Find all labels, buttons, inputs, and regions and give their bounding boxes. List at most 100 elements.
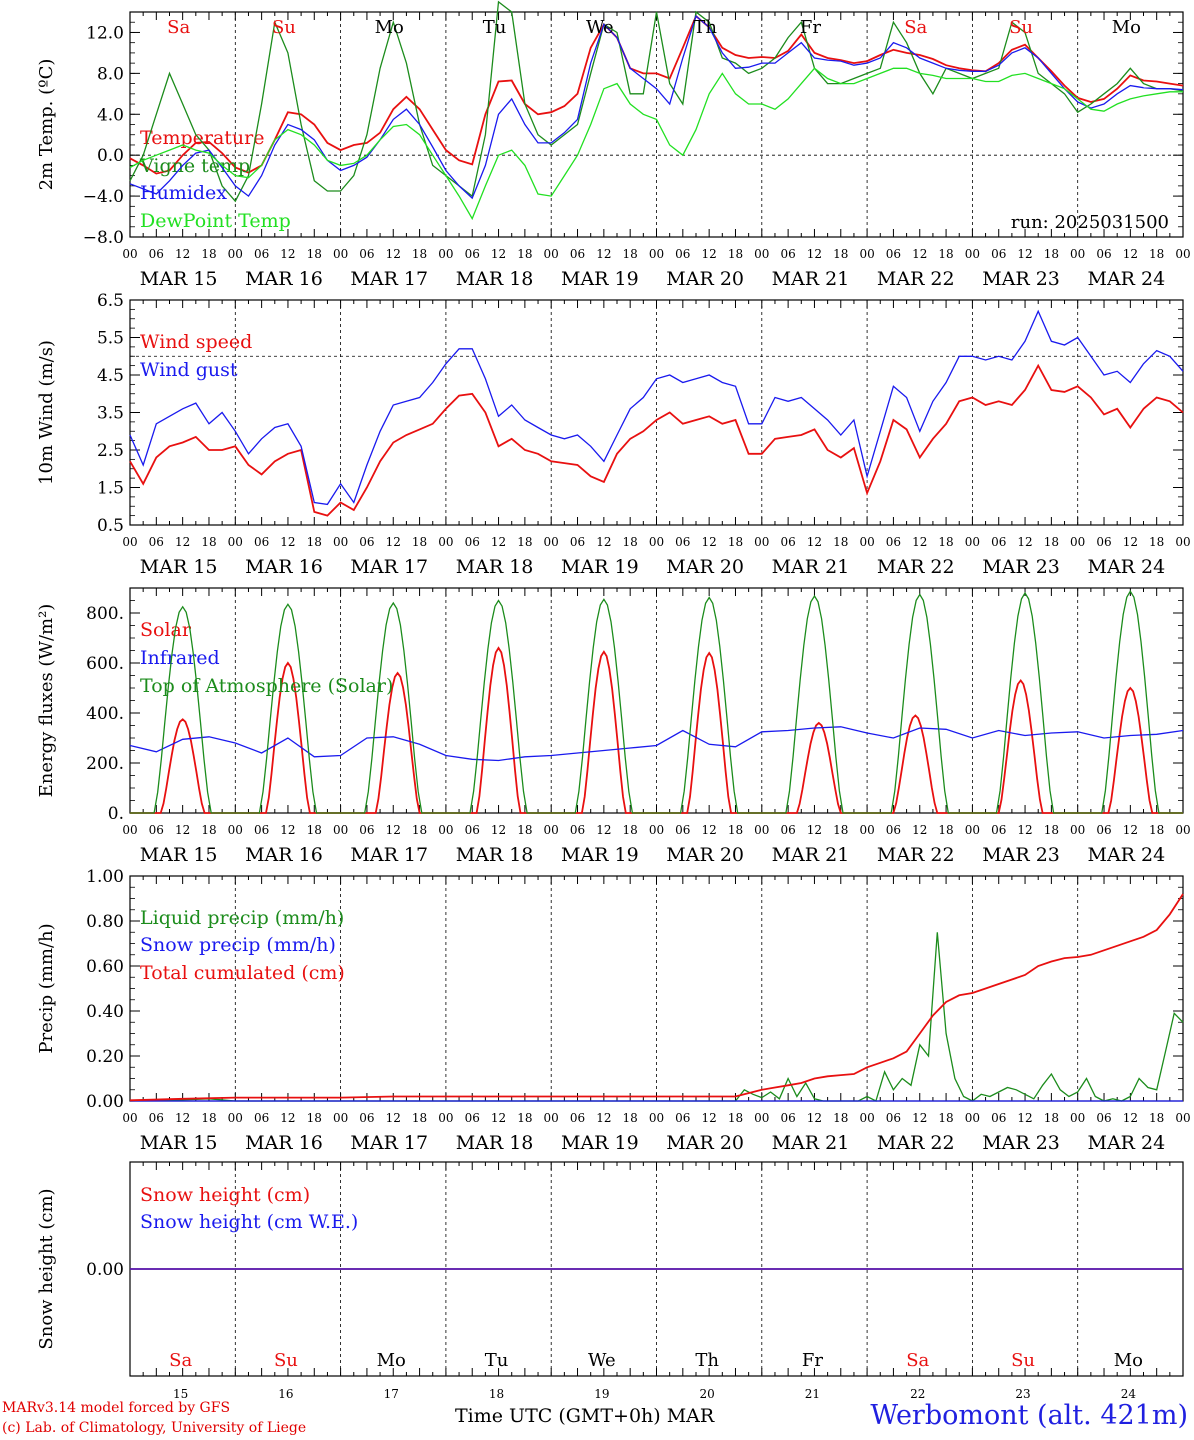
date-label: MAR 22 <box>877 1132 955 1154</box>
day-number: 24 <box>1121 1387 1137 1401</box>
y-tick-label: 200. <box>86 754 124 774</box>
hour-label: 00 <box>122 535 137 549</box>
hour-label: 12 <box>1017 535 1032 549</box>
date-label: MAR 16 <box>245 268 323 290</box>
y-tick-label: 0.80 <box>86 912 124 932</box>
hour-label: 18 <box>307 823 322 837</box>
hour-label: 06 <box>675 823 690 837</box>
hour-label: 12 <box>702 1111 717 1125</box>
hour-label: 00 <box>1070 823 1085 837</box>
date-label: MAR 23 <box>982 844 1060 866</box>
hour-label: 00 <box>1175 823 1190 837</box>
hour-label: 12 <box>175 823 190 837</box>
day-name: Su <box>1011 1350 1035 1371</box>
hour-label: 12 <box>386 535 401 549</box>
date-label: MAR 18 <box>456 1132 534 1154</box>
hour-label: 12 <box>280 535 295 549</box>
hour-label: 00 <box>228 1111 243 1125</box>
hour-label: 18 <box>623 247 638 261</box>
y-tick-label: 12.0 <box>86 23 124 43</box>
hour-label: 06 <box>149 247 164 261</box>
hour-label: 12 <box>807 1111 822 1125</box>
hour-label: 00 <box>754 247 769 261</box>
hour-label: 00 <box>333 247 348 261</box>
y-tick-label: 4.0 <box>97 105 124 125</box>
hour-label: 00 <box>438 1111 453 1125</box>
series-temperature <box>129 14 1184 175</box>
hour-label: 06 <box>780 823 795 837</box>
hour-label: 06 <box>465 823 480 837</box>
hour-label: 06 <box>780 535 795 549</box>
hour-label: 06 <box>991 1111 1006 1125</box>
hour-label: 06 <box>886 247 901 261</box>
hour-label: 12 <box>491 247 506 261</box>
y-axis-label: 10m Wind (m/s) <box>36 340 57 485</box>
day-name: Mo <box>377 1350 406 1371</box>
day-name: We <box>586 17 614 38</box>
hour-label: 18 <box>412 1111 427 1125</box>
hour-label: 00 <box>228 535 243 549</box>
y-tick-label: 1.00 <box>86 867 124 887</box>
series-vigne-temp <box>129 0 1184 203</box>
hour-label: 06 <box>1096 1111 1111 1125</box>
date-label: MAR 19 <box>561 268 639 290</box>
date-label: MAR 16 <box>245 1132 323 1154</box>
hour-label: 06 <box>675 1111 690 1125</box>
y-axis-label: Precip (mm/h) <box>36 923 57 1053</box>
hour-label: 00 <box>228 247 243 261</box>
date-label: MAR 23 <box>982 1132 1060 1154</box>
y-tick-label: 0.60 <box>86 957 124 977</box>
day-name: Sa <box>169 1350 192 1371</box>
legend-entry: Snow height (cm) <box>140 1184 310 1206</box>
lab-credit: (c) Lab. of Climatology, University of L… <box>2 1420 307 1436</box>
hour-label: 18 <box>1044 247 1059 261</box>
hour-label: 06 <box>1096 247 1111 261</box>
hour-label: 12 <box>386 1111 401 1125</box>
day-number: 19 <box>594 1387 609 1401</box>
y-tick-label: 400. <box>86 704 124 724</box>
day-number: 17 <box>384 1387 399 1401</box>
hour-label: 00 <box>1070 1111 1085 1125</box>
hour-label: 12 <box>1123 535 1138 549</box>
hour-label: 06 <box>1096 823 1111 837</box>
date-label: MAR 15 <box>140 268 218 290</box>
day-number: 22 <box>910 1387 925 1401</box>
hour-label: 00 <box>859 247 874 261</box>
date-label: MAR 22 <box>877 844 955 866</box>
hour-label: 12 <box>596 247 611 261</box>
day-name: Mo <box>1114 1350 1143 1371</box>
hour-label: 12 <box>491 823 506 837</box>
hour-label: 18 <box>201 823 216 837</box>
hour-label: 18 <box>938 247 953 261</box>
hour-label: 06 <box>1096 535 1111 549</box>
hour-label: 00 <box>754 823 769 837</box>
hour-label: 06 <box>570 247 585 261</box>
hour-label: 18 <box>412 823 427 837</box>
hour-label: 00 <box>754 535 769 549</box>
date-label: MAR 15 <box>140 556 218 578</box>
hour-label: 00 <box>544 247 559 261</box>
date-label: MAR 22 <box>877 268 955 290</box>
plot-frame <box>129 299 1184 526</box>
hour-label: 18 <box>201 247 216 261</box>
hour-label: 06 <box>254 535 269 549</box>
y-axis-label: Snow height (cm) <box>36 1188 57 1349</box>
day-name: Tu <box>485 1350 509 1371</box>
series-liquid-precip-mm-h <box>129 932 1184 1102</box>
hour-label: 00 <box>649 535 664 549</box>
hour-label: 12 <box>1017 247 1032 261</box>
hour-label: 18 <box>517 1111 532 1125</box>
hour-label: 18 <box>833 535 848 549</box>
date-label: MAR 22 <box>877 556 955 578</box>
day-name: We <box>588 1350 616 1371</box>
series-infrared <box>129 726 1184 762</box>
date-label: MAR 17 <box>350 844 428 866</box>
date-label: MAR 19 <box>561 1132 639 1154</box>
hour-label: 12 <box>912 535 927 549</box>
hour-label: 00 <box>965 1111 980 1125</box>
hour-label: 12 <box>596 823 611 837</box>
model-credit: MARv3.14 model forced by GFS <box>2 1400 231 1416</box>
y-tick-label: 0.00 <box>86 1260 124 1280</box>
hour-label: 18 <box>307 247 322 261</box>
